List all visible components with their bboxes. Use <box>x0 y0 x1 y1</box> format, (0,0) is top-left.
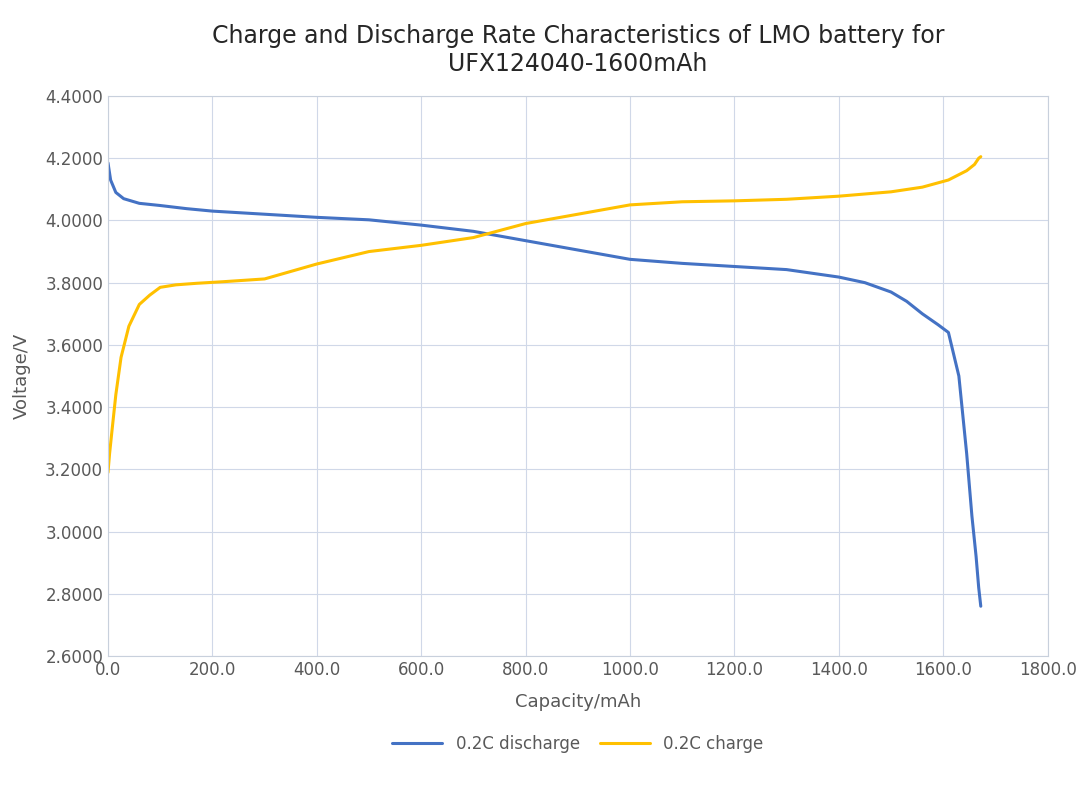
Title: Charge and Discharge Rate Characteristics of LMO battery for
UFX124040-1600mAh: Charge and Discharge Rate Characteristic… <box>212 24 944 76</box>
0.2C charge <box>144 290 157 300</box>
0.2C discharge <box>916 309 929 318</box>
0.2C charge <box>103 449 116 458</box>
0.2C charge <box>885 187 897 197</box>
0.2C charge <box>106 424 119 434</box>
0.2C discharge <box>960 449 973 458</box>
0.2C discharge <box>676 258 689 268</box>
0.2C charge <box>519 218 532 228</box>
0.2C charge <box>133 300 146 310</box>
0.2C charge <box>623 200 636 210</box>
0.2C discharge <box>859 278 872 287</box>
0.2C discharge <box>102 158 114 168</box>
0.2C charge <box>960 166 973 175</box>
0.2C discharge <box>885 287 897 297</box>
0.2C charge <box>728 196 741 206</box>
0.2C charge <box>780 194 793 204</box>
0.2C discharge <box>966 511 978 521</box>
0.2C charge <box>415 241 428 250</box>
0.2C discharge <box>179 204 192 214</box>
0.2C discharge <box>900 297 913 306</box>
0.2C charge <box>916 182 929 192</box>
0.2C charge <box>102 468 114 478</box>
0.2C charge <box>571 210 584 219</box>
0.2C charge <box>833 191 846 201</box>
0.2C discharge <box>780 265 793 274</box>
0.2C charge <box>109 390 122 399</box>
0.2C charge <box>153 282 166 292</box>
0.2C charge <box>676 197 689 206</box>
Line: 0.2C charge: 0.2C charge <box>108 157 981 473</box>
0.2C discharge <box>109 188 122 198</box>
0.2C charge <box>972 154 985 163</box>
0.2C discharge <box>415 220 428 230</box>
0.2C charge <box>942 175 955 185</box>
0.2C discharge <box>931 320 944 330</box>
0.2C charge <box>363 246 376 256</box>
0.2C discharge <box>363 215 376 225</box>
0.2C charge <box>310 259 323 269</box>
0.2C discharge <box>153 201 166 210</box>
0.2C discharge <box>258 210 271 219</box>
0.2C discharge <box>467 226 480 236</box>
0.2C discharge <box>310 213 323 222</box>
0.2C charge <box>190 278 203 288</box>
0.2C discharge <box>974 602 987 611</box>
0.2C charge <box>258 274 271 284</box>
0.2C discharge <box>953 371 966 381</box>
0.2C charge <box>114 353 127 362</box>
0.2C discharge <box>728 262 741 271</box>
0.2C discharge <box>133 198 146 208</box>
X-axis label: Capacity/mAh: Capacity/mAh <box>515 693 640 710</box>
0.2C charge <box>216 277 229 286</box>
Y-axis label: Voltage/V: Voltage/V <box>13 333 31 419</box>
0.2C charge <box>467 233 480 242</box>
0.2C discharge <box>519 236 532 246</box>
0.2C charge <box>122 322 135 331</box>
0.2C discharge <box>942 328 955 338</box>
0.2C discharge <box>104 175 117 185</box>
Line: 0.2C discharge: 0.2C discharge <box>108 163 981 606</box>
0.2C discharge <box>206 206 219 216</box>
0.2C discharge <box>970 552 983 562</box>
0.2C charge <box>170 280 183 290</box>
0.2C discharge <box>833 272 846 282</box>
Legend: 0.2C discharge, 0.2C charge: 0.2C discharge, 0.2C charge <box>386 728 770 760</box>
0.2C charge <box>974 152 987 162</box>
0.2C charge <box>968 160 981 170</box>
0.2C discharge <box>623 254 636 264</box>
0.2C discharge <box>571 246 584 255</box>
0.2C discharge <box>972 582 985 592</box>
0.2C discharge <box>117 194 131 203</box>
